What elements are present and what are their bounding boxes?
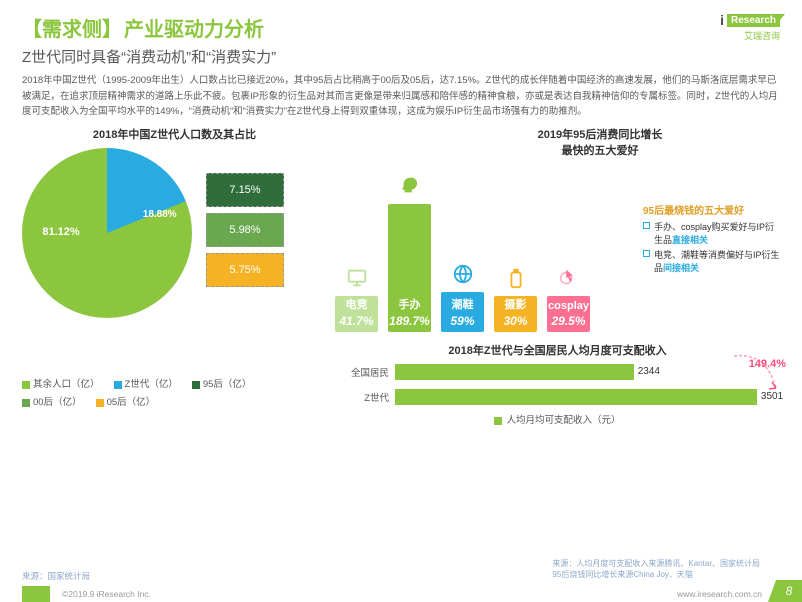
- pie-breakdown-cell: 5.75%: [206, 253, 284, 287]
- legend-item: 95后（亿）: [192, 379, 252, 390]
- hobby-bar: cosplay 29.5%: [547, 263, 590, 332]
- brand-logo: iResearch 艾瑞咨询: [720, 12, 780, 42]
- head-icon: [395, 171, 425, 201]
- pie-breakdown-cell: 5.98%: [206, 213, 284, 247]
- hobby-name: cosplay: [548, 300, 589, 312]
- hobby-aside: 95后最烧钱的五大爱好 手办、cosplay购买爱好与IP衍生品直接相关电竞、潮…: [643, 202, 780, 332]
- aside-line: 电竞、潮鞋等消费偏好与IP衍生品间接相关: [643, 248, 780, 274]
- footer-accent: [22, 586, 50, 602]
- legend-item: 其余人口（亿）: [22, 379, 100, 390]
- brand-sub: 艾瑞咨询: [744, 29, 780, 42]
- brand-i: i: [720, 12, 724, 28]
- pie-chart-section: 2018年中国Z世代人口数及其占比 81.12% 18.88% 7.15% 5.9…: [22, 126, 327, 426]
- source-right: 来源：人均月度可支配收入来源腾讯、Kantar、国家统计局 95后烧钱同比增长来…: [552, 559, 760, 580]
- hobby-pct: 41.7%: [339, 314, 373, 328]
- income-value: 3501: [761, 389, 783, 405]
- legend-item: Z世代（亿）: [114, 379, 178, 390]
- pie-slice-pct: 18.88%: [143, 209, 177, 220]
- income-bar: [395, 389, 757, 405]
- income-row: 全国居民 2344: [335, 362, 780, 382]
- pie-chart: 81.12% 18.88%: [22, 148, 192, 318]
- hobby-pct: 59%: [450, 314, 474, 328]
- hobby-pct: 30%: [503, 314, 527, 328]
- pie-breakdown-cell: 7.15%: [206, 173, 284, 207]
- body-paragraph: 2018年中国Z世代（1995-2009年出生）人口数占比已接近20%，其中95…: [22, 73, 780, 120]
- income-label: Z世代: [335, 390, 389, 404]
- legend-item: 05后（亿）: [96, 397, 156, 408]
- globe-icon: [448, 259, 478, 289]
- legend-item: 00后（亿）: [22, 397, 82, 408]
- income-title: 2018年Z世代与全国居民人均月度可支配收入: [335, 342, 780, 358]
- title-row: 【需求侧】 产业驱动力分析 iResearch 艾瑞咨询: [22, 12, 780, 42]
- footer-url: www.iresearch.com.cn: [677, 589, 762, 599]
- pie-main-pct: 81.12%: [42, 226, 79, 238]
- hobby-bar: 电竞 41.7%: [335, 263, 378, 332]
- income-bar: [395, 364, 634, 380]
- hobby-bar: 潮鞋 59%: [441, 259, 484, 332]
- subtitle: Z世代同时具备“消费动机”和“消费实力”: [22, 46, 780, 67]
- income-legend: 人均月均可支配收入（元）: [335, 412, 780, 426]
- hobby-pct: 29.5%: [551, 314, 585, 328]
- bottle-icon: [501, 263, 531, 293]
- hobby-name: 潮鞋: [452, 296, 474, 312]
- income-value: 2344: [638, 364, 660, 380]
- income-row: Z世代 3501: [335, 387, 780, 407]
- pointer-icon: [554, 263, 584, 293]
- hobby-bar: 摄影 30%: [494, 263, 537, 332]
- title-main: 产业驱动力分析: [124, 13, 264, 42]
- hobby-bar-chart: 电竞 41.7% 手办 189.7% 潮鞋 59% 摄影 30% cosplay 29.5%: [335, 160, 635, 332]
- hobby-title: 2019年95后消费同比增长 最快的五大爱好: [485, 126, 715, 158]
- pie-legend: 其余人口（亿） Z世代（亿） 95后（亿） 00后（亿） 05后（亿）: [22, 376, 327, 408]
- page-number: 8: [776, 580, 802, 602]
- source-left: 来源：国家统计局: [22, 570, 90, 582]
- hobby-pct: 189.7%: [389, 314, 430, 328]
- title-bracket: 【需求侧】: [22, 13, 122, 42]
- hobby-bar: 手办 189.7%: [388, 171, 431, 332]
- aside-line: 手办、cosplay购买爱好与IP衍生品直接相关: [643, 220, 780, 246]
- monitor-icon: [342, 263, 372, 293]
- brand-box: Research: [727, 14, 780, 27]
- pie-title: 2018年中国Z世代人口数及其占比: [22, 126, 327, 142]
- footer: ©2019.9 iResearch Inc. www.iresearch.com…: [0, 586, 802, 602]
- income-label: 全国居民: [335, 365, 389, 379]
- footer-copyright: ©2019.9 iResearch Inc.: [62, 589, 151, 599]
- pie-breakdown: 7.15% 5.98% 5.75%: [206, 173, 284, 293]
- aside-title: 95后最烧钱的五大爱好: [643, 202, 780, 217]
- hobby-name: 电竞: [346, 296, 368, 312]
- hobby-name: 手办: [399, 296, 421, 312]
- hobby-name: 摄影: [505, 296, 527, 312]
- income-section: 2018年Z世代与全国居民人均月度可支配收入 全国居民2344Z世代3501 1…: [335, 342, 780, 426]
